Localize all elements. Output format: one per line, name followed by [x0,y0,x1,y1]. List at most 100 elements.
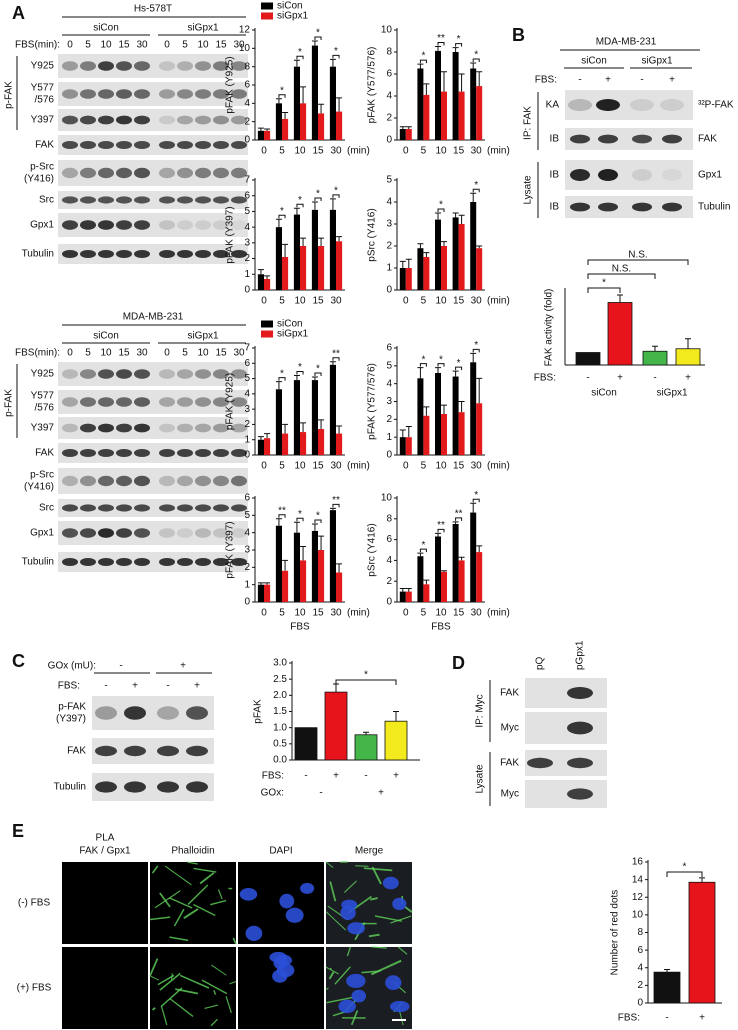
blot-band [195,528,211,538]
x-tick-label: 5 [421,146,427,157]
bar [458,560,465,602]
actin-fiber [204,1004,219,1010]
blot-band [630,99,654,111]
significance: N.S. [628,250,647,261]
blot-band [567,687,593,699]
blot-band [632,169,652,181]
row-label: FAK [698,134,717,145]
significance: * [474,340,478,351]
blot-band [124,745,146,757]
blot-band [62,89,78,99]
y-axis-label: pFAK (Y577/576) [367,47,378,124]
bar [282,118,289,140]
row-label: GOx: [261,788,284,799]
error-bar [264,275,271,279]
blot-band [98,558,114,566]
actin-fiber [213,989,217,995]
y-tick-label: 0 [386,597,392,608]
row-label: FAK [500,688,519,699]
blot-band [98,397,114,407]
bar [423,94,430,140]
nucleus [347,922,365,935]
x-tick-label: 10 [294,146,306,157]
significance-bracket [278,94,286,98]
nucleus [351,989,367,1003]
y-tick-label: 6 [386,343,392,354]
actin-fiber [159,892,171,908]
blot-band [195,250,211,258]
blot-band [134,504,150,512]
bar [441,571,447,602]
y-tick-label: 1.0 [273,722,287,733]
actin-fiber [370,897,378,901]
sign: - [166,681,169,692]
bar [458,224,465,290]
blot-band [186,706,208,720]
actin-fiber [164,865,192,886]
group-label: Lysate [475,764,486,794]
bar [399,129,406,140]
y-tick-label: 2 [244,419,250,430]
blot-band [195,196,211,204]
y-tick-label: 5 [386,175,392,186]
y-axis-label: FAK activity (fold) [544,289,555,367]
blot-band [177,196,193,204]
blot-band [159,528,175,538]
blot-band [80,528,96,538]
blot-band [62,475,78,487]
blot [58,417,248,439]
sign: + [669,75,675,86]
x-tick-label: 30 [330,146,342,157]
x-axis-label: FBS [290,622,310,633]
significance: * [316,364,320,375]
actin-fiber [225,996,232,1013]
actin-fiber [210,1018,218,1027]
bar [470,362,477,455]
bar [282,433,289,455]
micrograph [150,862,236,944]
blot-band [159,475,175,487]
x-unit: (min) [487,296,510,307]
blot-band [157,706,179,720]
row-label: p-Src [30,162,54,173]
bar [318,113,325,140]
blot-band [62,528,78,538]
blot-band [231,449,247,457]
y-axis-label: pFAK (Y397) [225,521,236,578]
error-bar [476,545,483,553]
actin-fiber [371,866,382,885]
bar [300,246,307,290]
error-bar [275,218,282,228]
blot-band [231,397,247,407]
bar [441,91,447,140]
time-label: 5 [85,348,91,359]
y-tick-label: 2 [386,414,392,425]
blot-band [213,449,229,457]
bar [282,570,289,602]
y-tick-label: 10 [381,493,393,504]
actin-fiber [160,987,183,1008]
blot-band [116,558,132,566]
error-bar [452,47,459,52]
blot-band [231,61,247,71]
significance: * [439,200,443,211]
actin-fiber [169,936,189,942]
x-tick-label: 5 [279,608,285,619]
x-tick-label: 30 [471,461,483,472]
group-label: siCon [581,56,607,67]
significance-bracket [472,498,480,503]
blot-band [567,757,593,769]
blot-band [195,167,211,179]
blot-band [231,475,247,487]
error-bar [329,361,336,365]
x-tick-label: 5 [421,296,427,307]
x-tick-label: - [665,1013,668,1024]
bar [476,86,483,140]
bar [293,214,300,290]
blot-band [596,99,620,111]
blot-band [159,89,175,99]
y-tick-label: 8 [386,513,392,524]
x-tick-label: - [304,771,307,782]
row-label: Tubulin [698,202,730,213]
